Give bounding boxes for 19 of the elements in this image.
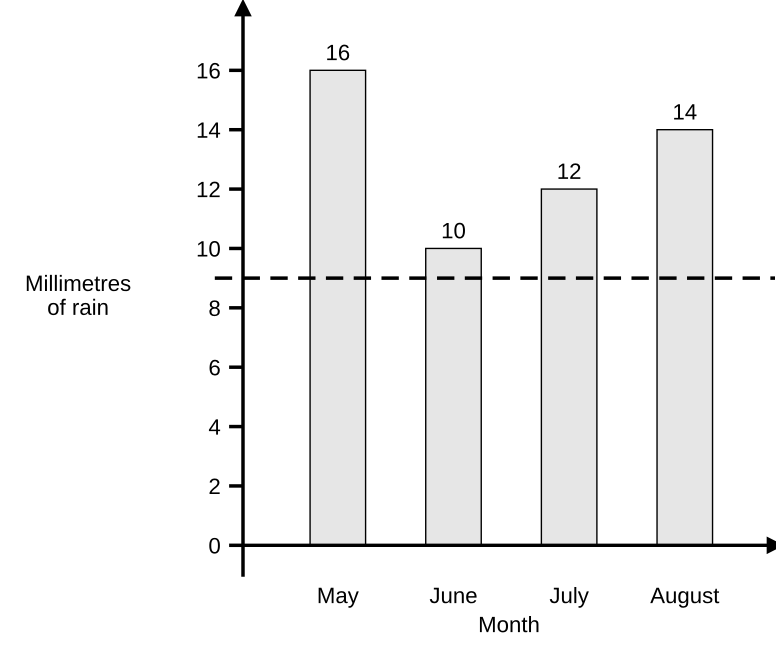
y-tick-label: 14 (198, 122, 220, 138)
data-label: 14 (674, 104, 696, 120)
y-tick-label: 16 (198, 62, 220, 79)
x-tick-label: May (318, 588, 359, 608)
data-label: 16 (327, 44, 350, 60)
y-tick-label: 4 (208, 419, 220, 435)
data-label: 12 (558, 163, 580, 179)
x-tick-label: June (430, 588, 477, 604)
y-tick-label: 0 (209, 538, 220, 554)
y-tick-label: 10 (198, 240, 220, 257)
x-tick-label: July (550, 586, 589, 608)
data-label: 10 (442, 222, 465, 239)
x-axis-title: Month (480, 616, 538, 632)
y-tick-label: 8 (209, 300, 220, 316)
y-tick-label: 2 (210, 478, 220, 494)
y-tick-label: 12 (198, 182, 220, 198)
y-tick-label: 6 (210, 360, 220, 376)
y-axis-title: Millimetres of rain (26, 274, 130, 316)
x-tick-label: August (650, 588, 720, 608)
